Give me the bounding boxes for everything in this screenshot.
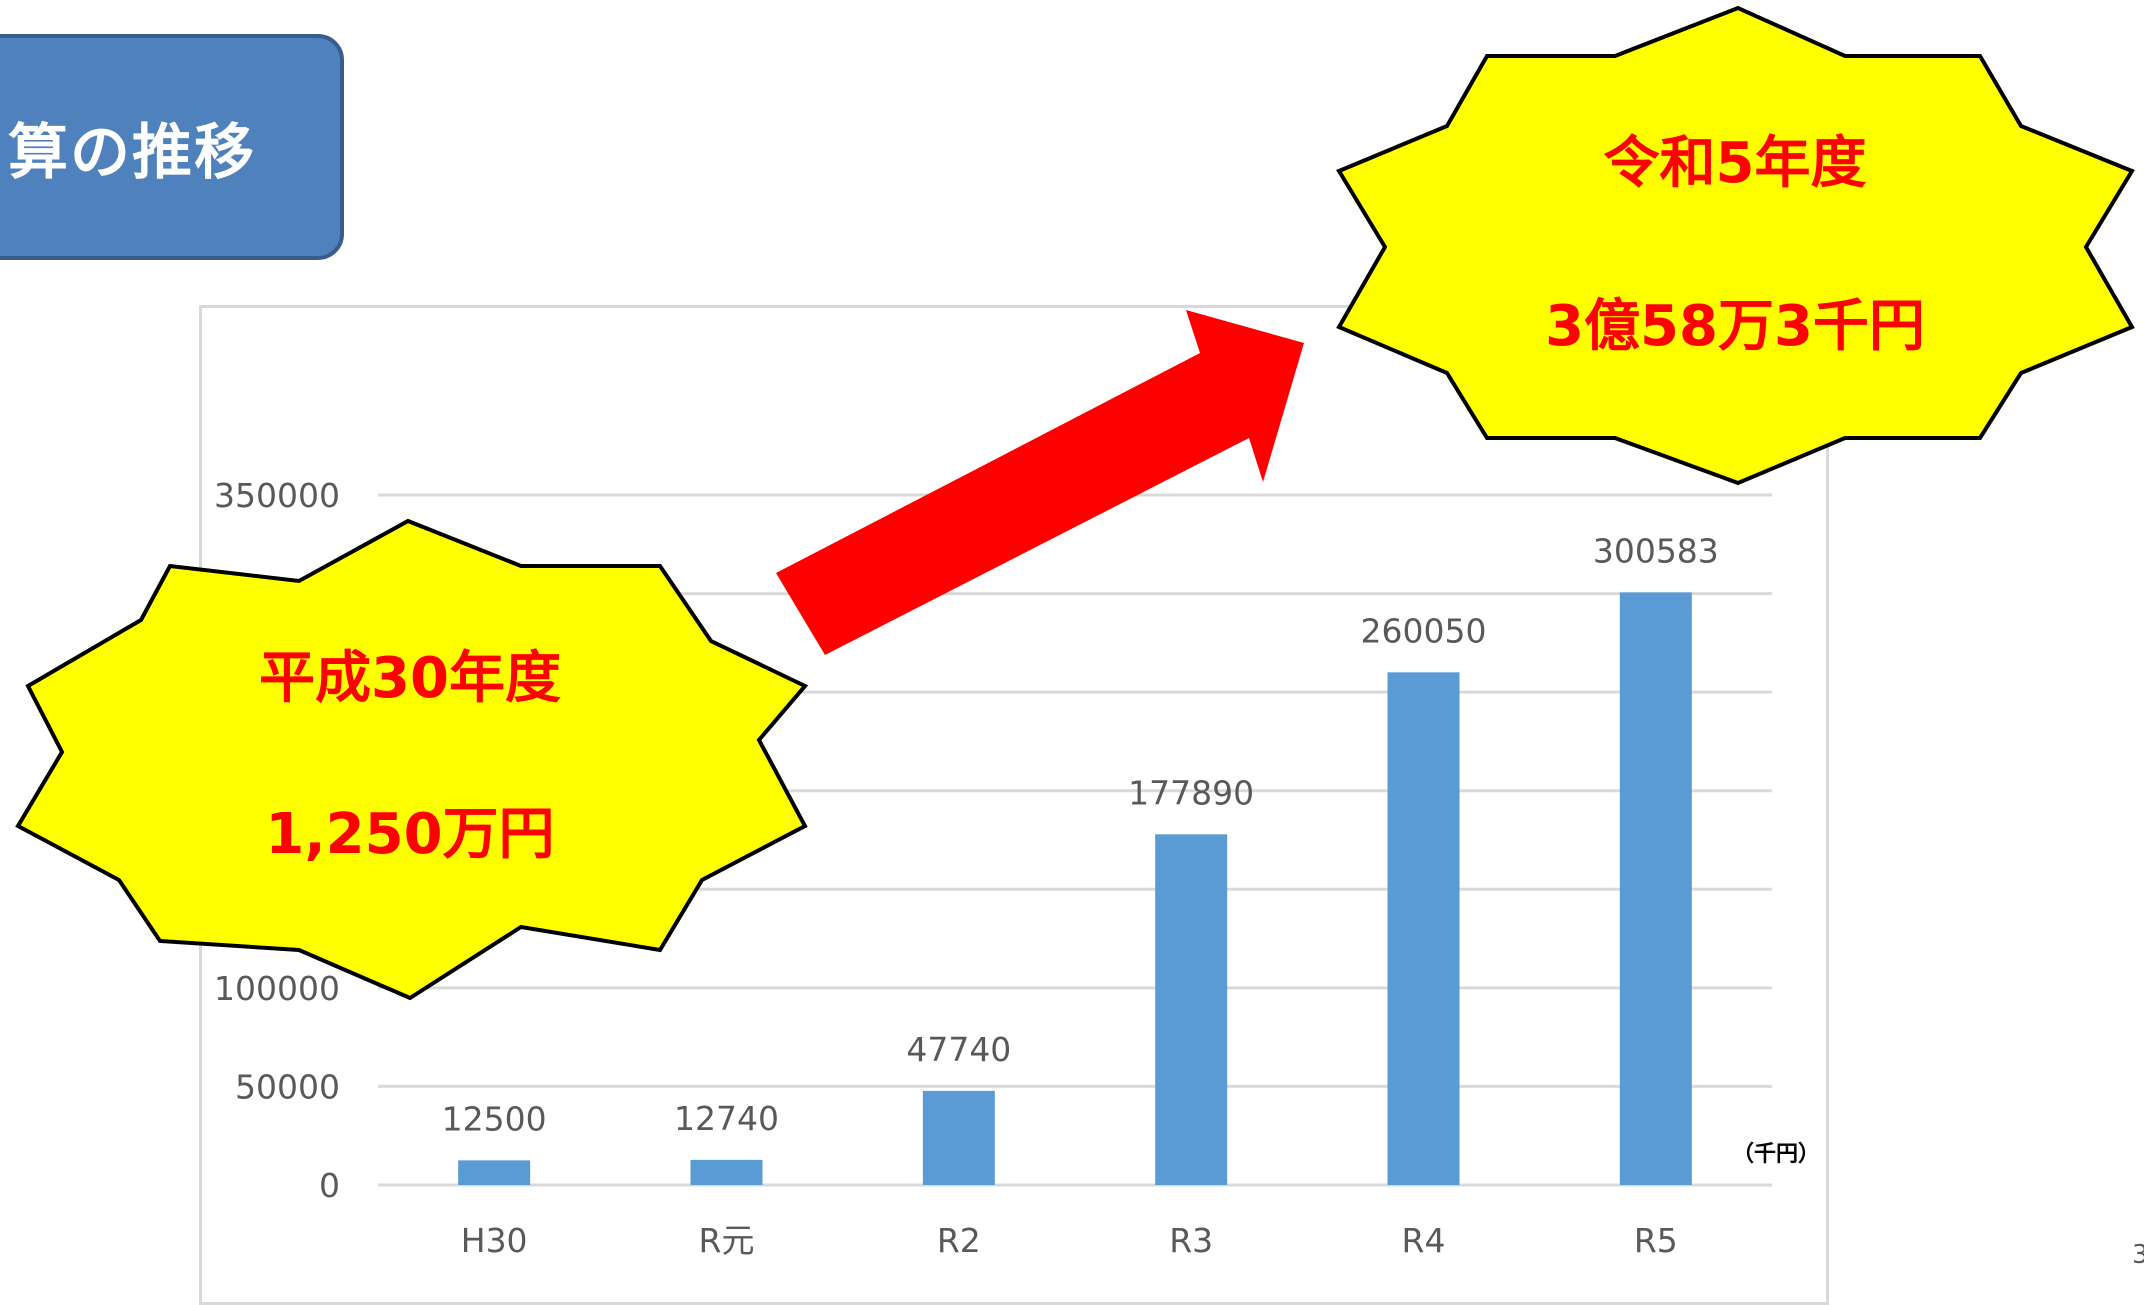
- bar-R4: [1387, 672, 1460, 1185]
- starburst-callout-start: [15, 518, 809, 1001]
- page-number: 3: [2132, 1240, 2144, 1270]
- bar-H30: [458, 1160, 531, 1185]
- bar-data-label: 300583: [1593, 531, 1719, 570]
- x-tick-label: R2: [937, 1221, 981, 1260]
- x-axis-tick-labels: H30 R元 R2 R3 R4 R5: [461, 1221, 1678, 1260]
- y-tick-label: 100000: [214, 969, 340, 1008]
- start-callout-year: 平成30年度: [259, 646, 561, 711]
- x-tick-label: R4: [1402, 1221, 1446, 1260]
- x-tick-label: H30: [461, 1221, 528, 1260]
- bar-R5: [1619, 592, 1692, 1185]
- trend-arrow-icon: [776, 310, 1304, 655]
- slide-title-box: [0, 34, 344, 260]
- y-tick-label: 0: [319, 1166, 340, 1205]
- x-tick-label: R3: [1169, 1221, 1213, 1260]
- starburst-callout-end: [1336, 5, 2135, 486]
- bar-R2: [922, 1090, 995, 1185]
- bar-data-labels: 12500 12740 47740 177890 260050 300583: [442, 531, 1719, 1138]
- unit-label: （千円）: [1732, 1142, 1820, 1167]
- bar-R3: [1155, 834, 1228, 1185]
- bar-data-label: 177890: [1128, 773, 1254, 812]
- bar-data-label: 12740: [674, 1099, 779, 1138]
- bar-data-label: 47740: [906, 1030, 1011, 1069]
- bars: [458, 592, 1692, 1185]
- bar-data-label: 260050: [1361, 611, 1487, 650]
- y-tick-label: 50000: [235, 1067, 340, 1106]
- bar-R元: [690, 1159, 763, 1185]
- x-tick-label: R5: [1634, 1221, 1678, 1260]
- end-callout-year: 令和5年度: [1604, 131, 1867, 196]
- start-callout-amount: 1,250万円: [265, 802, 554, 867]
- bar-data-label: 12500: [442, 1099, 547, 1138]
- end-callout-amount: 3億58万3千円: [1545, 294, 1925, 359]
- slide-title: 算の推移: [8, 118, 256, 188]
- y-tick-label: 350000: [214, 476, 340, 515]
- x-tick-label: R元: [699, 1221, 755, 1260]
